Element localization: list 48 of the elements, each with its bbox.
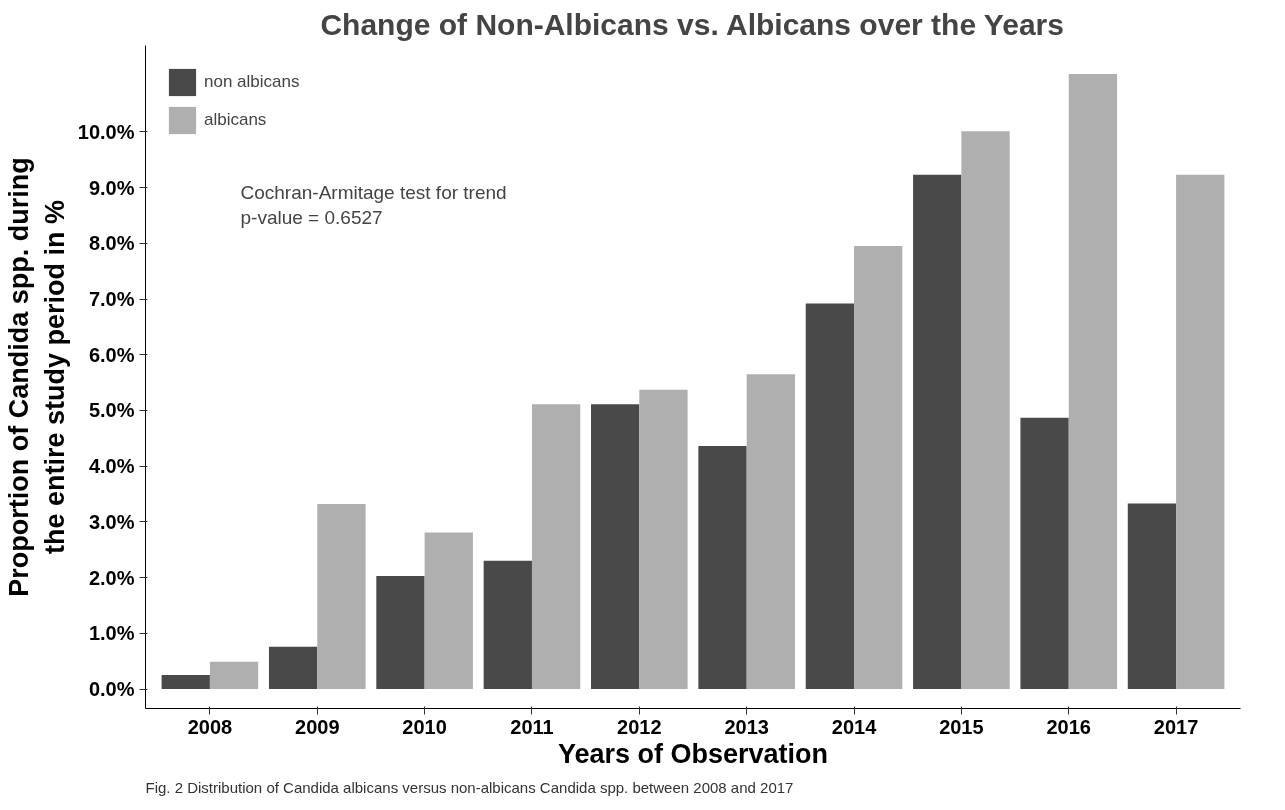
y-tick-label: 0.0%: [88, 678, 135, 700]
chart-title: Change of Non-Albicans vs. Albicans over the Years: [320, 7, 1064, 41]
bar: [531, 404, 581, 689]
bar: [746, 374, 795, 689]
y-tick-label: 4.0%: [88, 455, 135, 478]
bar: [854, 246, 903, 689]
bar: [961, 131, 1010, 689]
x-tick-label: 2016: [1046, 715, 1091, 738]
bar: [698, 446, 747, 689]
x-tick-label: 2013: [724, 715, 769, 738]
y-tick-label: 7.0%: [88, 288, 135, 310]
annotation: Cochran-Armitage test for trend p-value = 0.6527: [240, 182, 507, 229]
bar: [1127, 503, 1177, 689]
y-tick-label: 3.0%: [88, 510, 135, 533]
bar: [805, 303, 855, 689]
x-tick-label: 2011: [510, 715, 554, 738]
legend-label: albicans: [204, 110, 267, 130]
legend-label: non albicans: [204, 72, 300, 92]
y-tick-label: 9.0%: [88, 176, 135, 199]
x-tick-label: 2010: [402, 715, 447, 738]
y-tick-label: 8.0%: [88, 232, 135, 255]
bar: [1176, 174, 1225, 689]
bar: [268, 646, 318, 689]
x-tick-label: 2009: [295, 715, 340, 738]
x-axis-title: Years of Observation: [557, 738, 829, 769]
bar: [483, 560, 532, 689]
y-tick-label: 1.0%: [88, 622, 135, 645]
x-tick-label: 2014: [831, 715, 878, 738]
x-tick-label: 2017: [1153, 715, 1199, 738]
bar: [317, 504, 366, 689]
x-tick-label: 2012: [617, 715, 662, 738]
x-tick-label: 2015: [939, 715, 984, 738]
bar: [1068, 73, 1118, 689]
bar: [1020, 417, 1069, 689]
y-tick-label: 5.0%: [88, 399, 135, 422]
bar: [376, 575, 425, 689]
y-axis-title: Proportion of Candida spp. during the entire study period in %: [3, 157, 70, 597]
bar: [161, 675, 210, 689]
bar: [913, 174, 962, 689]
bar: [424, 532, 473, 689]
x-tick-label: 2008: [187, 715, 233, 738]
y-tick-label: 6.0%: [88, 343, 135, 366]
bar: [209, 661, 259, 689]
y-tick-label: 2.0%: [88, 566, 135, 589]
y-tick-label: 10.0%: [77, 120, 135, 143]
bar: [591, 404, 640, 689]
bar: [639, 389, 688, 689]
caption: Fig. 2 Distribution of Candida albicans versus non-albicans Candida spp. between 2008 and 2017: [145, 778, 794, 796]
